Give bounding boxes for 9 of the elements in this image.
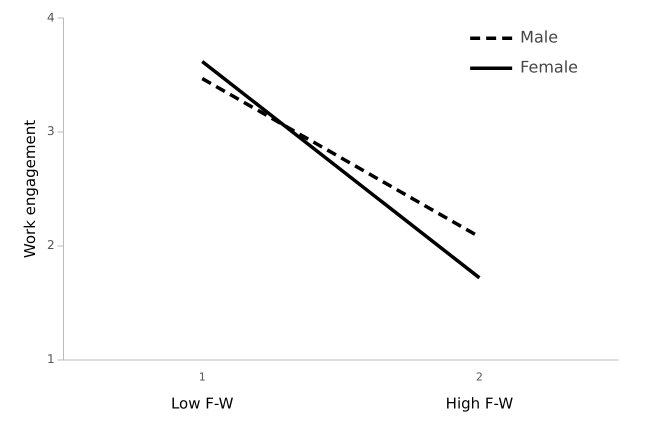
y-tick-label: 2: [46, 238, 55, 252]
text: High F-W: [446, 394, 514, 413]
y-axis-title: Work engagement: [20, 120, 39, 258]
y-tick-label: 3: [46, 124, 55, 138]
text: Low F-W: [170, 394, 234, 413]
legend-label: Female: [520, 57, 578, 76]
legend-label: Male: [520, 27, 558, 46]
y-tick-label: 4: [46, 10, 55, 24]
y-tick-label: 1: [46, 352, 55, 366]
